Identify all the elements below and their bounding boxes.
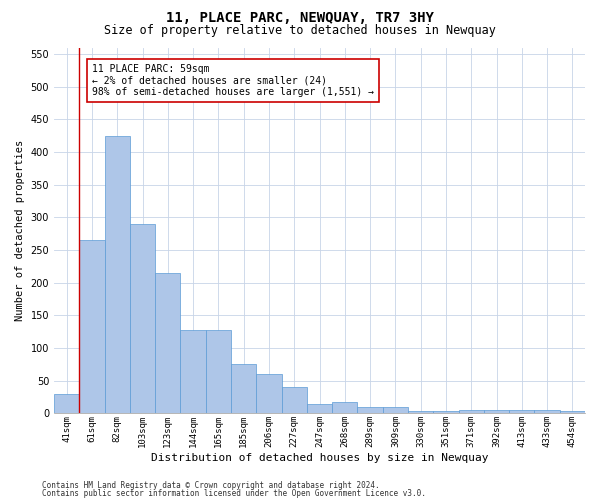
- Text: Size of property relative to detached houses in Newquay: Size of property relative to detached ho…: [104, 24, 496, 37]
- Y-axis label: Number of detached properties: Number of detached properties: [15, 140, 25, 321]
- Bar: [130, 224, 155, 414]
- Bar: [155, 273, 181, 414]
- Bar: [358, 407, 383, 414]
- Bar: [104, 136, 130, 413]
- Bar: [383, 407, 408, 414]
- X-axis label: Distribution of detached houses by size in Newquay: Distribution of detached houses by size …: [151, 452, 488, 462]
- Text: 11 PLACE PARC: 59sqm
← 2% of detached houses are smaller (24)
98% of semi-detach: 11 PLACE PARC: 59sqm ← 2% of detached ho…: [92, 64, 374, 97]
- Text: Contains public sector information licensed under the Open Government Licence v3: Contains public sector information licen…: [42, 489, 426, 498]
- Bar: [408, 410, 433, 414]
- Bar: [509, 410, 535, 414]
- Bar: [560, 410, 585, 414]
- Bar: [307, 404, 332, 413]
- Bar: [535, 410, 560, 414]
- Bar: [458, 410, 484, 414]
- Bar: [433, 410, 458, 414]
- Text: 11, PLACE PARC, NEWQUAY, TR7 3HY: 11, PLACE PARC, NEWQUAY, TR7 3HY: [166, 11, 434, 25]
- Bar: [79, 240, 104, 414]
- Bar: [332, 402, 358, 413]
- Bar: [181, 330, 206, 413]
- Bar: [484, 410, 509, 414]
- Bar: [281, 387, 307, 413]
- Bar: [231, 364, 256, 414]
- Bar: [206, 330, 231, 413]
- Bar: [256, 374, 281, 414]
- Text: Contains HM Land Registry data © Crown copyright and database right 2024.: Contains HM Land Registry data © Crown c…: [42, 481, 380, 490]
- Bar: [54, 394, 79, 413]
